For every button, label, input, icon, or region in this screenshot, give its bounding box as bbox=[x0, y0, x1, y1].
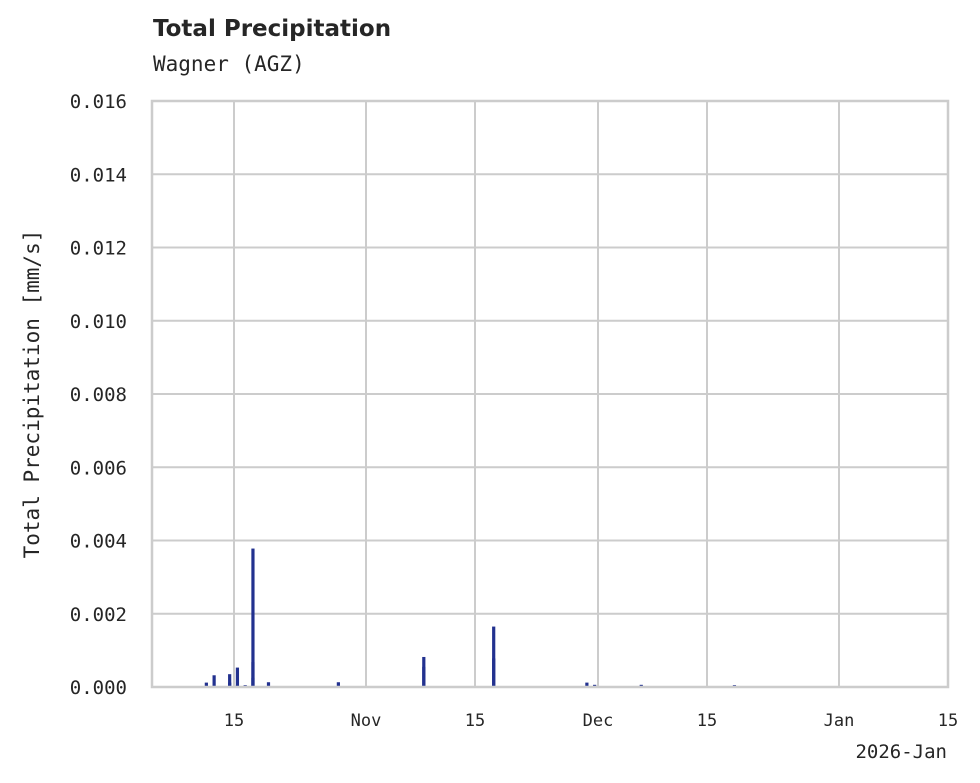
x-tick-label: Dec bbox=[583, 711, 614, 731]
y-axis-ticks: 0.000 0.002 0.004 0.006 0.008 0.010 0.012 0.014… bbox=[70, 91, 127, 699]
x-tick-label: 15 bbox=[938, 711, 958, 731]
precipitation-bar bbox=[204, 682, 208, 687]
y-tick-label: 0.012 bbox=[70, 238, 127, 260]
precipitation-bar bbox=[266, 682, 271, 687]
y-tick-label: 0.014 bbox=[70, 164, 127, 186]
x-tick-label: Nov bbox=[351, 711, 382, 731]
precipitation-bar bbox=[228, 674, 232, 687]
y-tick-label: 0.010 bbox=[70, 311, 127, 333]
precipitation-bar bbox=[585, 682, 589, 687]
precipitation-bar bbox=[235, 667, 240, 687]
chart-title: Total Precipitation bbox=[153, 16, 392, 42]
plot-frame bbox=[150, 99, 950, 689]
precipitation-bar bbox=[251, 548, 255, 687]
y-tick-label: 0.016 bbox=[70, 91, 127, 113]
x-axis-offset-label: 2026-Jan bbox=[855, 741, 947, 763]
precipitation-bars bbox=[204, 548, 737, 687]
y-tick-label: 0.002 bbox=[70, 604, 127, 626]
precipitation-bar bbox=[422, 656, 426, 687]
precipitation-bar bbox=[492, 626, 496, 687]
y-tick-label: 0.008 bbox=[70, 384, 127, 406]
y-tick-label: 0.006 bbox=[70, 457, 127, 479]
x-tick-label: 15 bbox=[697, 711, 717, 731]
precipitation-bar bbox=[251, 677, 255, 687]
x-tick-label: 15 bbox=[465, 711, 485, 731]
precipitation-bar bbox=[336, 682, 340, 687]
x-tick-label: Jan bbox=[824, 711, 855, 731]
precipitation-bar bbox=[212, 675, 216, 687]
grid-lines bbox=[152, 100, 948, 688]
chart-subtitle: Wagner (AGZ) bbox=[153, 52, 305, 76]
precipitation-bar bbox=[492, 658, 496, 687]
x-axis-ticks: 15 Nov 15 Dec 15 Jan 15 bbox=[224, 711, 958, 731]
y-tick-label: 0.000 bbox=[70, 677, 127, 699]
x-tick-label: 15 bbox=[224, 711, 244, 731]
y-tick-label: 0.004 bbox=[70, 531, 127, 553]
precipitation-bar bbox=[251, 662, 255, 687]
